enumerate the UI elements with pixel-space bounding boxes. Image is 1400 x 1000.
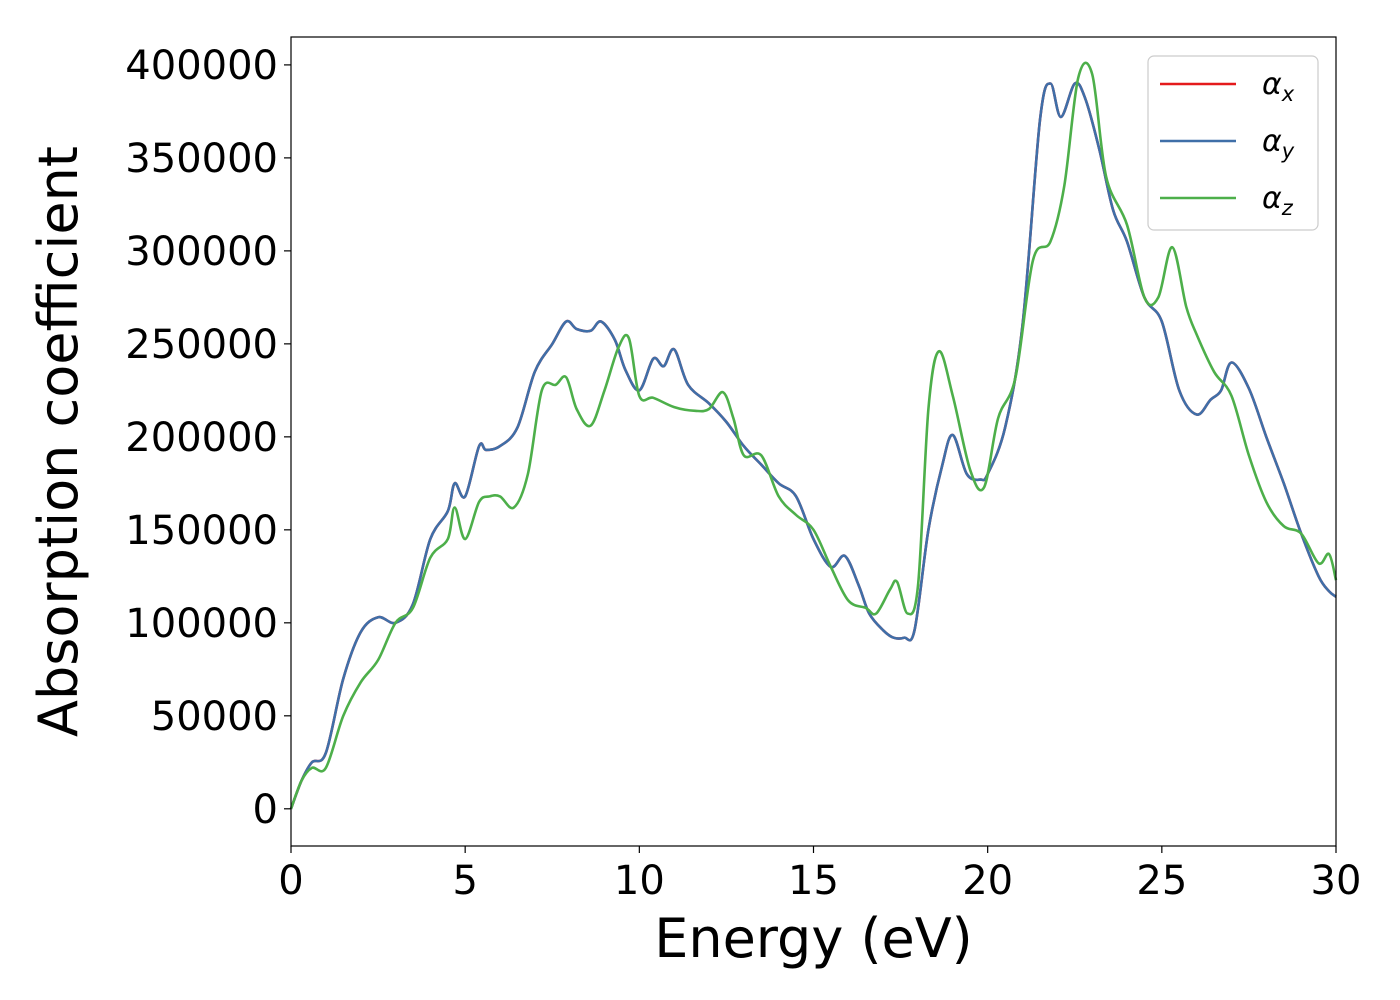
x-tick-label: 15 [788, 858, 839, 904]
legend-frame [1147, 55, 1319, 231]
legend-label-y: αy [1262, 124, 1295, 163]
series-line-y [289, 81, 1337, 810]
x-tick-label: 10 [614, 858, 665, 904]
y-axis: 0 50000 100000 150000 200000 250000 300000 3500… [125, 43, 291, 833]
y-tick-label: 50000 [151, 694, 278, 740]
legend-label-z: αz [1262, 181, 1294, 220]
y-tick-label: 250000 [125, 322, 278, 368]
x-axis: 0 5 10 15 20 25 30 [278, 846, 1361, 904]
y-tick-label: 100000 [125, 601, 278, 647]
x-tick-label: 0 [278, 858, 303, 904]
y-axis-title: Absorption coefficient [27, 146, 90, 737]
x-tick-label: 30 [1311, 858, 1362, 904]
y-tick-label: 200000 [125, 415, 278, 461]
x-axis-title: Energy (eV) [654, 907, 973, 970]
series-line-z [289, 61, 1338, 810]
y-tick-label: 150000 [125, 508, 278, 554]
y-tick-label: 400000 [125, 43, 278, 89]
y-tick-label: 350000 [125, 136, 278, 182]
y-tick-label: 300000 [125, 229, 278, 275]
legend: αx αy αz [1147, 55, 1319, 231]
legend-label-x: αx [1262, 67, 1295, 106]
series-lines [289, 61, 1338, 810]
x-tick-label: 20 [962, 858, 1013, 904]
x-tick-label: 25 [1136, 858, 1187, 904]
y-tick-label: 0 [253, 787, 278, 833]
x-tick-label: 5 [452, 858, 477, 904]
